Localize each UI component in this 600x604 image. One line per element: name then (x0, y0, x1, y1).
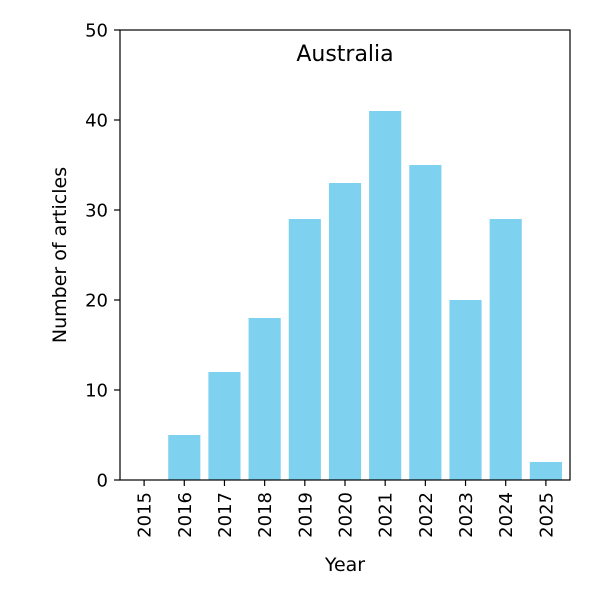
x-tick-label: 2021 (376, 492, 397, 538)
y-tick-label: 10 (85, 381, 108, 402)
y-tick-label: 50 (85, 21, 108, 42)
x-tick-label: 2025 (536, 492, 557, 538)
bar-2017 (208, 372, 241, 480)
bar-2020 (328, 183, 362, 480)
x-tick-label: 2022 (416, 492, 437, 538)
x-tick-label: 2023 (456, 492, 477, 538)
x-axis-label: Year (324, 554, 365, 576)
x-tick-label: 2024 (496, 492, 517, 538)
bar-2016 (168, 435, 201, 480)
bar-2021 (369, 111, 402, 480)
x-tick-label: 2020 (336, 492, 357, 538)
bar-2024 (489, 219, 522, 480)
bar-2019 (288, 219, 321, 480)
bar-2025 (529, 462, 562, 480)
x-tick-label: 2016 (175, 492, 196, 538)
x-tick-label: 2018 (255, 492, 276, 538)
y-tick-label: 30 (85, 201, 108, 222)
x-tick-label: 2019 (295, 492, 316, 538)
chart-title: Australia (296, 42, 393, 67)
y-tick-label: 20 (85, 291, 108, 312)
bar-2022 (409, 165, 442, 480)
y-axis-label: Number of articles (49, 167, 71, 343)
bars-layer (168, 111, 562, 480)
y-tick-label: 40 (85, 111, 108, 132)
bar-2018 (248, 318, 281, 480)
bar-2023 (449, 300, 482, 480)
y-axis: 0 10 20 30 40 50 (85, 21, 120, 492)
x-tick-label: 2015 (135, 492, 156, 538)
x-axis: 2015 2016 2017 2018 2019 2020 2021 2022 2023 2024… (135, 480, 557, 538)
x-tick-label: 2017 (215, 492, 236, 538)
y-tick-label: 0 (97, 471, 108, 492)
